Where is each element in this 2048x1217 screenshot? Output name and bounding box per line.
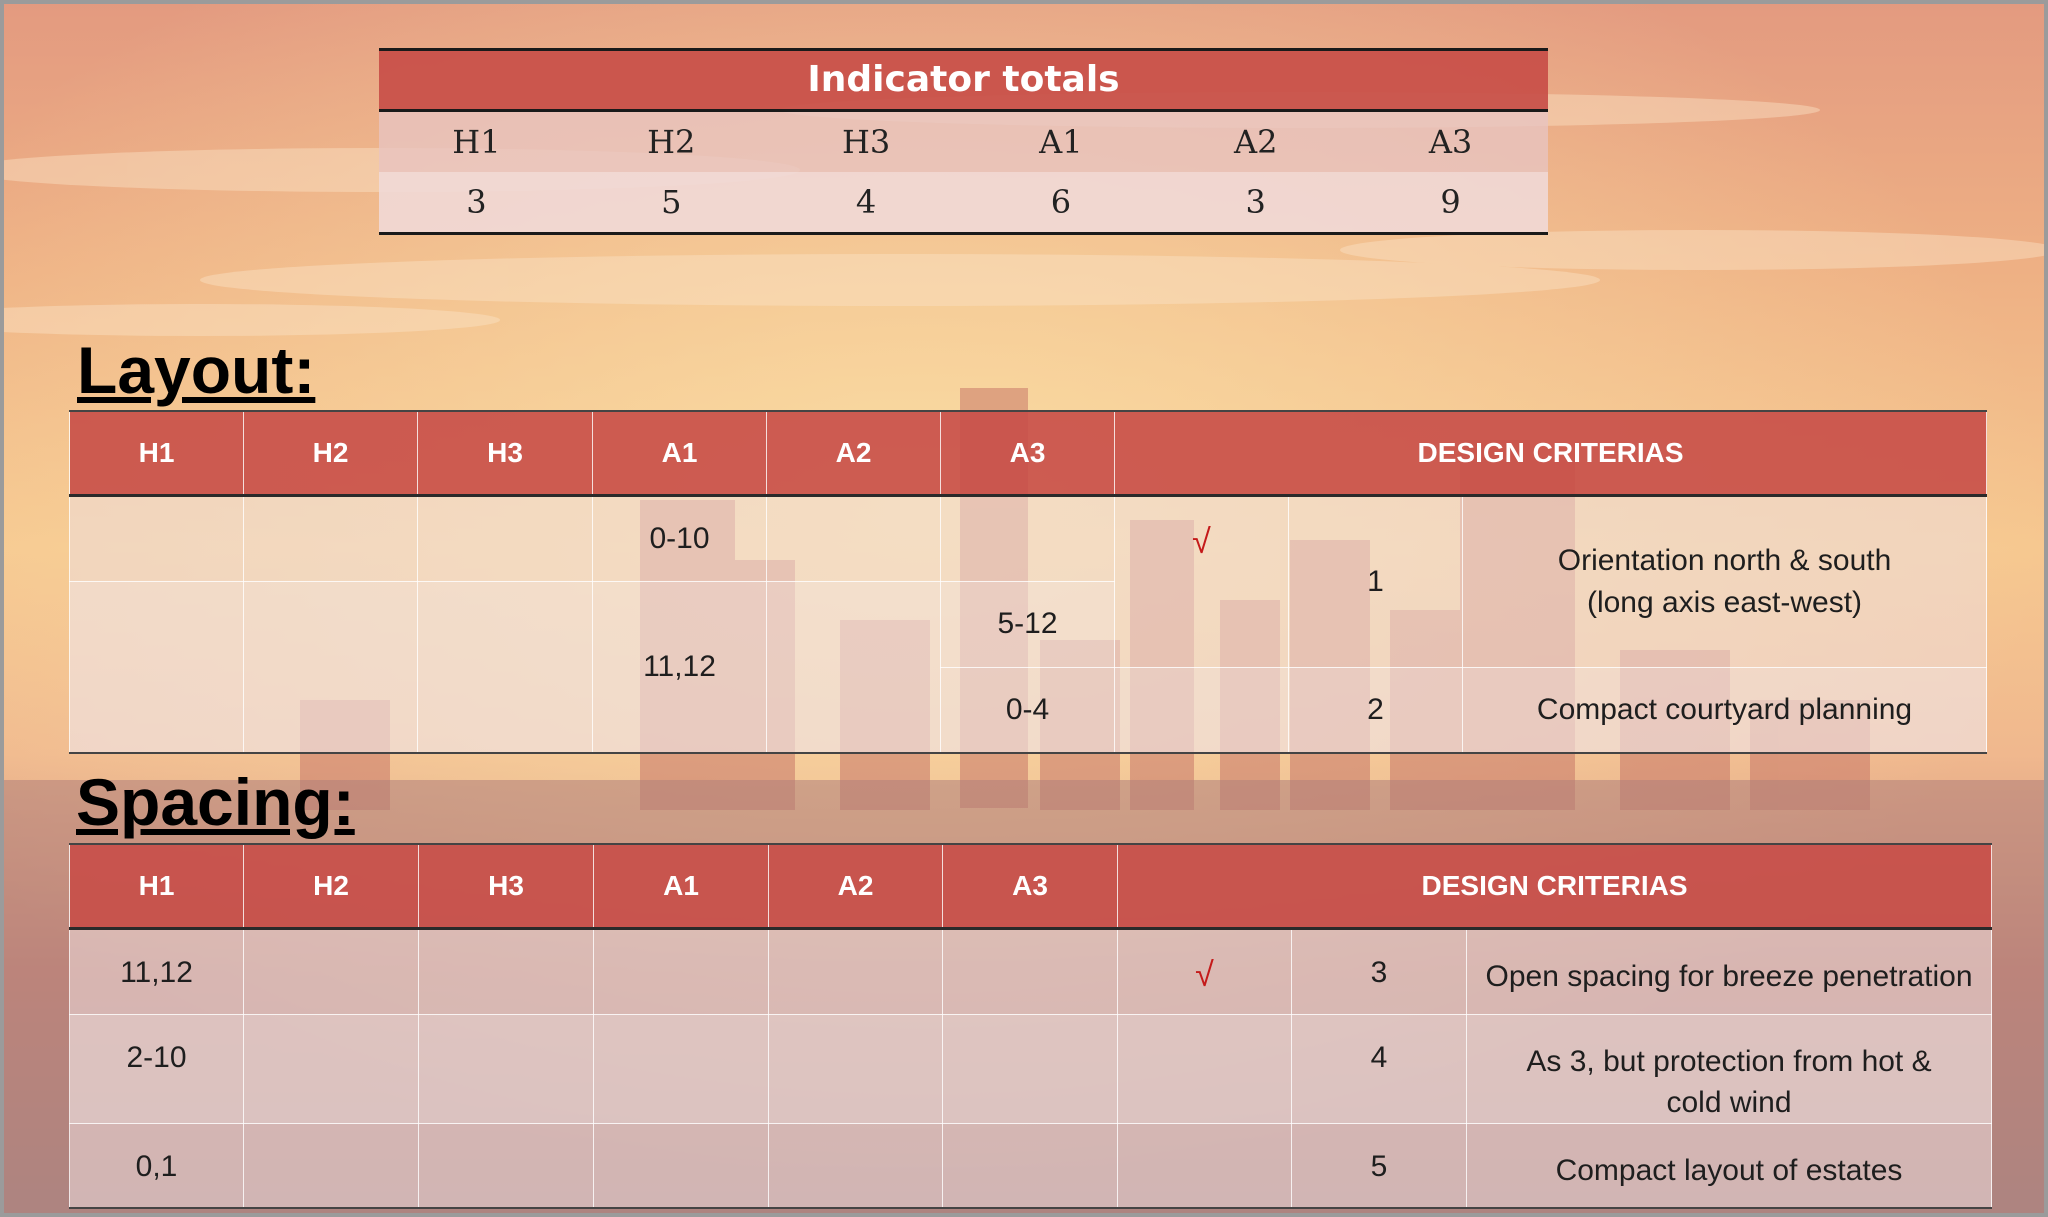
cell-h1: 11,12 [69, 927, 244, 1015]
cell [768, 1013, 943, 1125]
cell [593, 1123, 769, 1209]
criteria-number: 5 [1291, 1123, 1467, 1209]
cell [69, 580, 244, 754]
layout-heading: Layout: [77, 333, 316, 407]
col-header-design-criterias: DESIGN CRITERIAS [1113, 410, 1988, 497]
col-header-a2: A2 [768, 843, 943, 930]
criteria-text: Compact layout of estates [1465, 1123, 1993, 1209]
col-header-h2: H2 [243, 843, 419, 930]
cell [243, 494, 418, 582]
indicator-value: 3 [1245, 183, 1266, 221]
cell [768, 927, 943, 1015]
criteria-number: 3 [1291, 927, 1467, 1015]
cell [768, 1123, 943, 1209]
table-row: 11,12 5-12 [69, 580, 1987, 754]
indicator-value: 6 [1050, 183, 1072, 221]
criteria-text: As 3, but protection from hot & cold win… [1465, 1013, 1993, 1125]
cell-a3: 0-4 [940, 666, 1115, 754]
criteria-number: 2 [1288, 666, 1463, 754]
indicator-value: 9 [1440, 183, 1461, 221]
table-row: 0-4 2 Compact courtyard planning [70, 666, 1988, 754]
cell [942, 927, 1118, 1015]
col-header-design-criterias: DESIGN CRITERIAS [1116, 843, 1993, 930]
cell [417, 580, 593, 754]
indicator-value-row: 3 5 4 6 3 9 [379, 172, 1548, 232]
cell-a1: 11,12 [592, 580, 767, 754]
check-mark [1117, 1123, 1292, 1209]
cell [418, 1013, 594, 1125]
criteria-number: 1 [1288, 494, 1463, 668]
check-mark: √ [1114, 494, 1289, 668]
table-row: 0-10 √ 1 Orientation north & south (long… [69, 494, 1988, 668]
indicator-header: H3 [841, 123, 891, 161]
criteria-text: Compact courtyard planning [1461, 666, 1988, 754]
cell-h1: 0,1 [69, 1123, 244, 1209]
col-header-a3: A3 [940, 410, 1115, 497]
cell [766, 494, 941, 582]
cell [940, 494, 1115, 582]
table-row: 2-10 4 As 3, but protection from hot & c… [69, 1013, 1993, 1125]
cell [418, 1123, 594, 1209]
criteria-number: 4 [1291, 1013, 1467, 1125]
cell [69, 494, 244, 582]
check-mark [1114, 666, 1289, 754]
col-header-a3: A3 [942, 843, 1118, 930]
spacing-heading: Spacing: [76, 765, 355, 839]
check-mark [1117, 1013, 1292, 1125]
col-header-h1: H1 [69, 843, 244, 930]
col-header-h1: H1 [69, 410, 244, 497]
indicator-totals-table: Indicator totals H1 H2 H3 A1 A2 A3 3 5 4… [379, 48, 1548, 235]
indicator-value: 5 [661, 183, 682, 221]
indicator-header-row: H1 H2 H3 A1 A2 A3 [379, 112, 1548, 172]
indicator-header: H2 [647, 123, 696, 161]
indicator-header: A2 [1233, 123, 1278, 161]
cell [417, 494, 593, 582]
indicator-value: 3 [466, 183, 487, 221]
cell [942, 1123, 1118, 1209]
col-header-h3: H3 [418, 843, 594, 930]
col-header-a1: A1 [593, 843, 769, 930]
col-header-h2: H2 [243, 410, 418, 497]
cell [942, 1013, 1118, 1125]
table-row: 0,1 5 Compact layout of estates [69, 1123, 1993, 1209]
layout-header-row: H1 H2 H3 A1 A2 A3 DESIGN CRITERIAS [69, 410, 1988, 497]
col-header-a1: A1 [592, 410, 767, 497]
table-row: 11,12 √ 3 Open spacing for breeze penetr… [69, 927, 1993, 1015]
cell [243, 1123, 419, 1209]
check-mark: √ [1117, 927, 1292, 1015]
col-header-a2: A2 [766, 410, 941, 497]
indicator-header: A1 [1039, 123, 1083, 161]
indicator-totals-title: Indicator totals [379, 51, 1548, 112]
cell [243, 1013, 419, 1125]
indicator-header: H1 [452, 123, 501, 161]
cell [593, 927, 769, 1015]
cell [243, 927, 419, 1015]
cell [766, 580, 941, 754]
indicator-value: 4 [855, 183, 877, 221]
spacing-header-row: H1 H2 H3 A1 A2 A3 DESIGN CRITERIAS [69, 843, 1993, 930]
cell-a1: 0-10 [592, 494, 767, 582]
cell [593, 1013, 769, 1125]
cell [418, 927, 594, 1015]
layout-table: H1 H2 H3 A1 A2 A3 DESIGN CRITERIAS 0-10 … [69, 410, 1988, 754]
criteria-text: Open spacing for breeze penetration [1465, 927, 1993, 1015]
col-header-h3: H3 [417, 410, 593, 497]
spacing-table: H1 H2 H3 A1 A2 A3 DESIGN CRITERIAS 11,12… [69, 843, 1993, 1209]
criteria-text: Orientation north & south (long axis eas… [1461, 494, 1988, 668]
cell-a3: 5-12 [940, 580, 1115, 668]
cell-h1: 2-10 [69, 1013, 244, 1125]
indicator-header: A3 [1428, 123, 1473, 161]
cell [243, 580, 418, 754]
